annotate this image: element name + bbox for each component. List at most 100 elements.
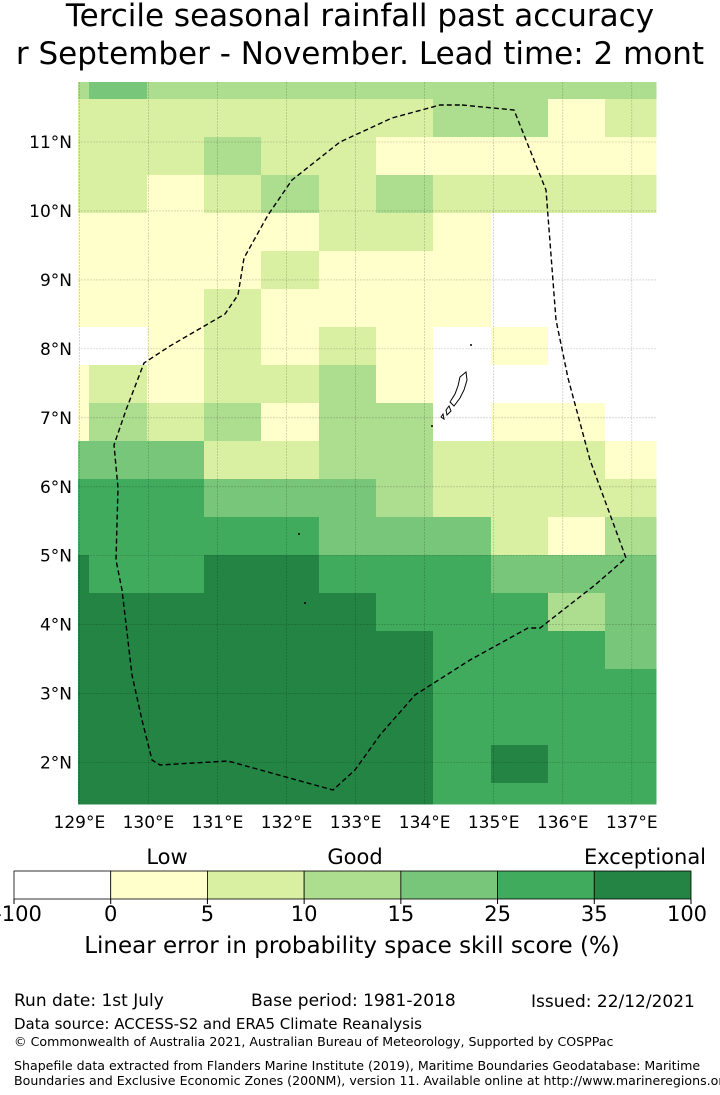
skill-cell [433, 555, 492, 594]
skill-cell [433, 745, 492, 784]
skill-cell [548, 99, 606, 138]
skill-cell [605, 251, 657, 290]
skill-cell [204, 213, 262, 252]
skill-cell [147, 365, 205, 404]
skill-cell [376, 479, 434, 518]
skill-cell [491, 517, 549, 556]
skill-cell [89, 707, 148, 746]
skill-cell [78, 669, 90, 708]
skill-cell [376, 327, 434, 366]
colorbar-swatch [13, 870, 112, 900]
skill-cell [319, 631, 377, 670]
skill-cell [548, 137, 606, 176]
skill-cell [319, 517, 377, 556]
skill-cell [376, 137, 434, 176]
latitude-label: 5°N [40, 547, 72, 567]
skill-cell [147, 175, 205, 214]
colorbar-tick-label: 10 [291, 902, 318, 926]
skill-cell [605, 783, 657, 805]
skill-cell [548, 251, 606, 290]
colorbar-tick-label: 25 [484, 902, 511, 926]
skill-cell [319, 479, 377, 518]
skill-cell [147, 783, 205, 805]
skill-cell [261, 593, 320, 632]
skill-cell [261, 82, 320, 100]
skill-cell [319, 783, 377, 805]
skill-cell [78, 213, 90, 252]
skill-cell [261, 555, 320, 594]
skill-cell [605, 82, 657, 100]
skill-cell [89, 289, 148, 328]
shapefile-credit-line1: Shapefile data extracted from Flanders M… [14, 1058, 701, 1073]
latitude-label: 4°N [40, 616, 72, 636]
skill-cell [491, 707, 549, 746]
skill-cell [319, 403, 377, 442]
skill-cell [433, 365, 492, 404]
skill-cell [433, 82, 492, 100]
issued-date: Issued: 22/12/2021 [531, 992, 695, 1012]
skill-cell [261, 517, 320, 556]
skill-cell [605, 365, 657, 404]
island-dot [304, 602, 306, 604]
legend-good-label: Good [327, 845, 382, 869]
skill-cell [261, 137, 320, 176]
skill-cell [491, 631, 549, 670]
skill-cell [319, 213, 377, 252]
skill-cell [78, 137, 90, 176]
skill-cell [433, 403, 492, 442]
skill-cell [89, 82, 148, 100]
skill-cell [376, 289, 434, 328]
skill-cell [319, 289, 377, 328]
skill-cell [491, 82, 549, 100]
skill-cell [491, 365, 549, 404]
skill-cell [433, 479, 492, 518]
skill-cell [605, 669, 657, 708]
skill-cell [204, 441, 262, 480]
skill-cell [548, 631, 606, 670]
skill-cell [319, 251, 377, 290]
skill-cell [78, 783, 90, 805]
skill-cell [433, 593, 492, 632]
skill-cell [605, 479, 657, 518]
skill-cell [89, 213, 148, 252]
skill-cell [605, 175, 657, 214]
skill-cell [605, 137, 657, 176]
skill-cell [204, 403, 262, 442]
skill-cell [78, 745, 90, 784]
skill-cell [261, 289, 320, 328]
skill-cell [319, 175, 377, 214]
skill-cell [376, 99, 434, 138]
colorbar-swatch [110, 870, 208, 900]
skill-cell [376, 251, 434, 290]
colorbar-tick-label: 100 [667, 902, 707, 926]
skill-cell [261, 441, 320, 480]
skill-cell [78, 365, 90, 404]
base-period: Base period: 1981-2018 [251, 991, 456, 1011]
island-dot [298, 533, 300, 535]
skill-cell [491, 213, 549, 252]
colorbar-swatch [303, 870, 402, 900]
skill-cell [376, 365, 434, 404]
skill-cell [147, 555, 205, 594]
skill-cell [78, 327, 90, 366]
skill-cell [491, 441, 549, 480]
skill-cell [261, 783, 320, 805]
skill-cell [261, 99, 320, 138]
skill-cell [204, 745, 262, 784]
skill-cell [147, 403, 205, 442]
skill-cell [89, 99, 148, 138]
skill-cell [491, 479, 549, 518]
colorbar-swatch [207, 870, 305, 900]
skill-cell [147, 137, 205, 176]
skill-cell [548, 745, 606, 784]
skill-cell [605, 631, 657, 670]
skill-cell [491, 403, 549, 442]
skill-cell [89, 365, 148, 404]
skill-cell [491, 555, 549, 594]
skill-cell [605, 555, 657, 594]
skill-cell [89, 669, 148, 708]
skill-cell [147, 479, 205, 518]
skill-cell [78, 593, 90, 632]
skill-cell [376, 213, 434, 252]
skill-cell [319, 593, 377, 632]
